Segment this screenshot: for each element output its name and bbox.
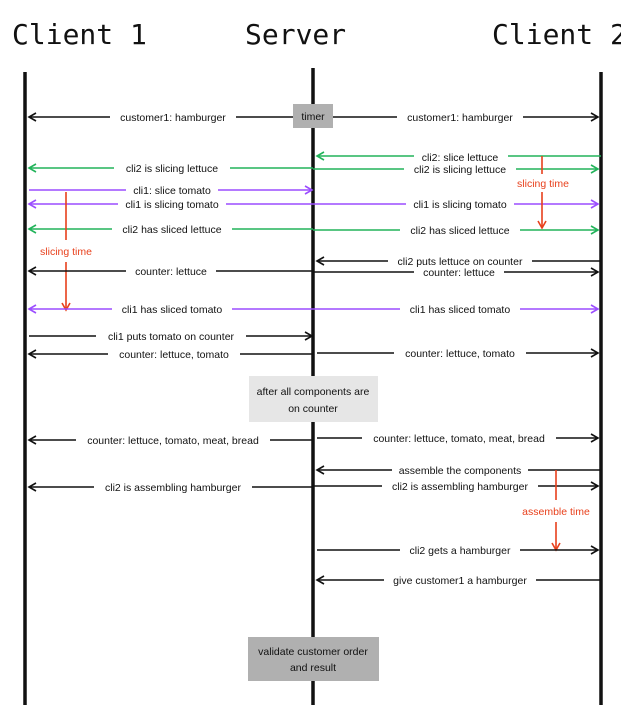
after-components-line1: after all components are — [257, 386, 370, 398]
message-label: cli2 has sliced lettuce — [122, 224, 221, 236]
server-header: Server — [245, 18, 346, 51]
message-label: counter: lettuce — [423, 267, 495, 279]
timer-label: timer — [301, 111, 325, 123]
message-cli2-gets-hamburger: cli2 gets a hamburger — [317, 544, 600, 557]
note-slicing-time-client1: slicing time — [40, 192, 92, 312]
message-counter-all-left: counter: lettuce, tomato, meat, bread — [27, 434, 313, 447]
message-label: cli2 is assembling hamburger — [392, 481, 528, 493]
message-label: cli2 gets a hamburger — [410, 545, 511, 557]
message-cli2-slicing-right: cli2 is slicing lettuce — [313, 163, 600, 176]
note-assemble-time: assemble time — [522, 470, 590, 552]
message-label: cli1: slice tomato — [133, 185, 211, 197]
validate-line2: and result — [290, 662, 336, 674]
message-assemble-components: assemble the components — [315, 464, 601, 477]
validate-line1: validate customer order — [258, 646, 368, 658]
message-cli2-assembling-left: cli2 is assembling hamburger — [27, 481, 313, 494]
client2-header: Client 2 — [492, 18, 621, 51]
message-label: cli2 has sliced lettuce — [410, 225, 509, 237]
message-counter-lettuce-left: counter: lettuce — [27, 265, 313, 278]
message-label: cli2 is slicing lettuce — [126, 163, 218, 175]
note-label: slicing time — [517, 178, 569, 190]
note-slicing-time-client2: slicing time — [517, 156, 569, 230]
message-label: counter: lettuce, tomato, meat, bread — [373, 433, 545, 445]
message-label: counter: lettuce, tomato — [119, 349, 229, 361]
client1-header: Client 1 — [12, 18, 147, 51]
message-label: cli2 puts lettuce on counter — [398, 256, 523, 268]
message-cli2-assembling-right: cli2 is assembling hamburger — [313, 480, 600, 493]
message-label: cli1 is slicing tomato — [413, 199, 507, 211]
message-label: assemble the components — [399, 465, 522, 477]
after-components-line2: on counter — [288, 403, 338, 415]
message-counter-lettuce-tomato-left: counter: lettuce, tomato — [27, 348, 313, 361]
message-cli1-sliced-left: cli1 has sliced tomato — [27, 303, 313, 316]
message-label: cli2: slice lettuce — [422, 152, 499, 164]
message-cli2-puts-lettuce: cli2 puts lettuce on counter — [315, 255, 601, 268]
message-customer1-right: customer1: hamburger — [333, 110, 600, 124]
message-cli2-slice-lettuce: cli2: slice lettuce — [315, 151, 601, 164]
message-cli2-sliced-left: cli2 has sliced lettuce — [27, 223, 313, 236]
message-label: cli1 has sliced tomato — [122, 304, 223, 316]
message-label: cli2 is slicing lettuce — [414, 164, 506, 176]
message-label: counter: lettuce — [135, 266, 207, 278]
message-label: cli1 puts tomato on counter — [108, 331, 235, 343]
message-customer1-left: customer1: hamburger — [27, 110, 293, 124]
message-cli2-slicing-left: cli2 is slicing lettuce — [27, 161, 313, 175]
message-label: counter: lettuce, tomato — [405, 348, 515, 360]
message-label: cli2 is assembling hamburger — [105, 482, 241, 494]
message-give-customer1: give customer1 a hamburger — [315, 574, 601, 587]
message-label: counter: lettuce, tomato, meat, bread — [87, 435, 259, 447]
message-counter-lettuce-tomato-right: counter: lettuce, tomato — [317, 347, 600, 360]
message-label: cli1 has sliced tomato — [410, 304, 511, 316]
message-label: give customer1 a hamburger — [393, 575, 527, 587]
validate-box — [248, 637, 379, 681]
message-counter-all-right: counter: lettuce, tomato, meat, bread — [317, 432, 600, 445]
note-label: slicing time — [40, 246, 92, 258]
message-label: customer1: hamburger — [120, 112, 226, 124]
message-cli1-puts-tomato: cli1 puts tomato on counter — [29, 330, 314, 343]
note-label: assemble time — [522, 506, 590, 518]
message-cli1-slicing-left: cli1 is slicing tomato — [27, 198, 313, 211]
timer-box — [293, 104, 333, 128]
after-components-box — [249, 376, 378, 422]
message-label: cli1 is slicing tomato — [125, 199, 219, 211]
message-cli2-sliced-right: cli2 has sliced lettuce — [313, 224, 600, 237]
message-cli1-sliced-right: cli1 has sliced tomato — [313, 303, 600, 316]
message-cli1-slice-tomato: cli1: slice tomato — [29, 184, 314, 197]
message-counter-lettuce-right: counter: lettuce — [313, 267, 600, 279]
message-cli1-slicing-right: cli1 is slicing tomato — [313, 198, 600, 211]
message-label: customer1: hamburger — [407, 112, 513, 124]
